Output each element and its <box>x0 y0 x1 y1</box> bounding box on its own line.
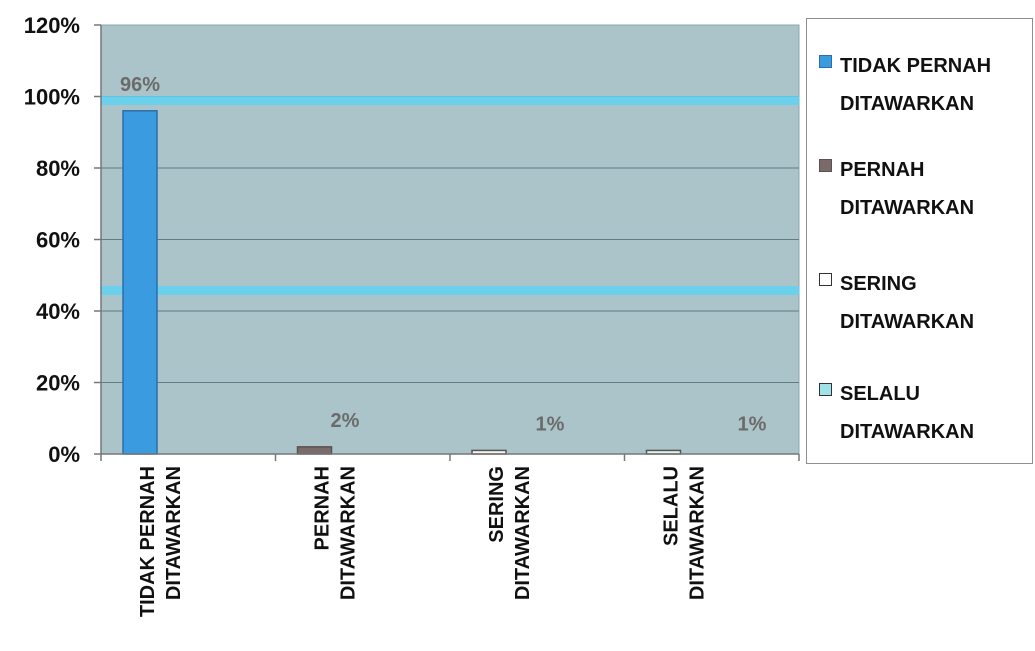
x-category-label: TIDAK PERNAH DITAWARKAN <box>137 466 185 617</box>
data-label: 96% <box>120 74 160 96</box>
y-tick-label: 40% <box>36 299 80 324</box>
y-tick-label: 120% <box>24 13 80 38</box>
legend-label-line1: SERING <box>840 273 917 295</box>
y-tick-label: 0% <box>48 442 80 467</box>
light-cyan-square-swatch <box>819 383 832 396</box>
x-category-label-line: DITAWARKAN <box>687 466 709 600</box>
x-category-label-line: SELALU <box>661 466 683 546</box>
x-category-label: SERING DITAWARKAN <box>486 466 534 600</box>
bar-chart: 0% 20% 40% 60% 80% 100% 120% 96% 2% 1% 1% TIDAK P… <box>24 13 800 617</box>
x-category-label-line: DITAWARKAN <box>163 466 185 600</box>
legend-label-line2: DITAWARKAN <box>840 311 975 333</box>
data-label: 2% <box>331 410 360 432</box>
legend-label-line1: PERNAH <box>840 159 925 181</box>
x-category-label-line: DITAWARKAN <box>338 466 360 600</box>
y-tick-label: 100% <box>24 85 80 110</box>
bar <box>122 110 158 455</box>
bar <box>296 446 333 455</box>
x-category-label: SELALU DITAWARKAN <box>661 466 709 600</box>
gray-square-swatch <box>819 159 832 172</box>
chart-legend: TIDAK PERNAH DITAWARKAN PERNAH DITAWARKA… <box>806 18 1033 464</box>
x-category-label-line: SERING <box>486 466 508 543</box>
legend-label-line2: DITAWARKAN <box>840 421 975 443</box>
y-tick-label: 60% <box>36 228 80 253</box>
x-category-label-line: TIDAK PERNAH <box>137 466 159 617</box>
legend-label-line1: SELALU <box>840 383 920 405</box>
x-category-label: PERNAH DITAWARKAN <box>312 466 360 600</box>
blue-square-swatch <box>819 55 832 68</box>
y-tick-label: 80% <box>36 156 80 181</box>
y-tick-label: 20% <box>36 371 80 396</box>
legend-label-line1: TIDAK PERNAH <box>840 55 992 77</box>
legend-label-line2: DITAWARKAN <box>840 93 975 115</box>
data-label: 1% <box>738 413 767 435</box>
data-label: 1% <box>536 413 565 435</box>
legend-label-line2: DITAWARKAN <box>840 197 975 219</box>
highlight-band-upper <box>101 96 799 105</box>
white-square-swatch <box>819 273 832 286</box>
x-category-label-line: DITAWARKAN <box>512 466 534 600</box>
x-category-label-line: PERNAH <box>312 466 334 550</box>
highlight-band-lower <box>101 286 799 295</box>
